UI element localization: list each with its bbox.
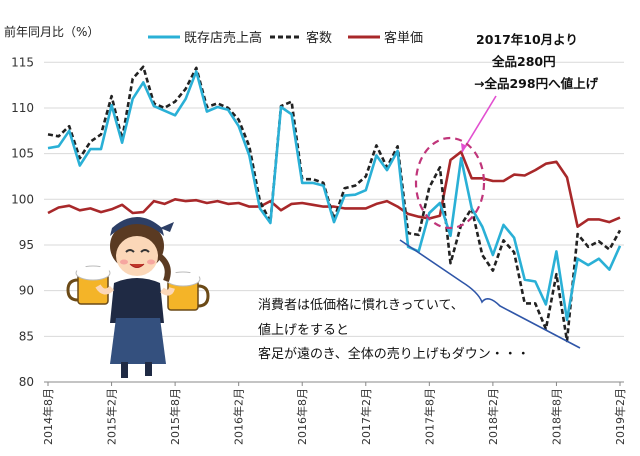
legend: 既存店売上高 客数 客単価: [148, 30, 423, 46]
y-tick-label: 100: [11, 192, 34, 206]
x-tick-label: 2019年2月: [613, 388, 627, 445]
x-tick-label: 2017年2月: [359, 388, 373, 445]
y-axis-label: 前年同月比（%）: [4, 24, 99, 39]
x-tick-label: 2017年8月: [422, 388, 436, 445]
legend-label-sales: 既存店売上高: [184, 30, 262, 46]
waitress-illustration: [66, 217, 210, 378]
x-tick-label: 2014年8月: [41, 388, 55, 445]
annotation-arrow-head: [461, 143, 467, 152]
x-tick-label: 2015年2月: [105, 388, 119, 445]
annotation-price-change-line-2: 全品280円: [491, 54, 556, 69]
highlight-circle: [414, 136, 486, 230]
series-lines: [47, 65, 622, 343]
series-line-0: [47, 70, 622, 322]
legend-label-customers: 客数: [306, 30, 332, 46]
annotation-price-change-line-3: →全品298円へ値上げ: [474, 76, 599, 91]
y-tick-label: 105: [11, 147, 34, 161]
series-line-2: [47, 150, 621, 228]
legend-label-unit-price: 客単価: [384, 30, 423, 46]
x-tick-label: 2016年2月: [232, 388, 246, 445]
annotation-arrow: [461, 95, 497, 153]
y-tick-label: 90: [19, 284, 34, 298]
x-tick-label: 2015年8月: [168, 388, 182, 445]
comment-line-3: 客足が遠のき、全体の売り上げもダウン・・・: [258, 346, 530, 362]
y-tick-labels: 80 85 90 95 100 105 110 115: [11, 55, 34, 389]
x-tick-labels: 2014年8月 2015年2月 2015年8月 2016年2月 2016年8月 2017年…: [41, 382, 627, 445]
y-tick-label: 110: [11, 101, 34, 115]
x-tick-label: 2018年8月: [549, 388, 563, 445]
y-tick-label: 80: [19, 375, 34, 389]
comment-line-2: 値上げをすると: [258, 322, 349, 338]
decline-brace: [399, 239, 581, 349]
x-tick-label: 2016年8月: [295, 388, 309, 445]
y-tick-label: 115: [11, 55, 34, 69]
y-tick-label: 85: [19, 329, 34, 343]
y-tick-label: 95: [19, 238, 34, 252]
beer-mug-icon: [66, 265, 111, 305]
x-tick-label: 2018年2月: [486, 388, 500, 445]
annotation-price-change-line-1: 2017年10月より: [476, 32, 578, 47]
beer-mug-icon: [165, 271, 210, 311]
comment-line-1: 消費者は低価格に慣れきっていて、: [258, 297, 464, 313]
